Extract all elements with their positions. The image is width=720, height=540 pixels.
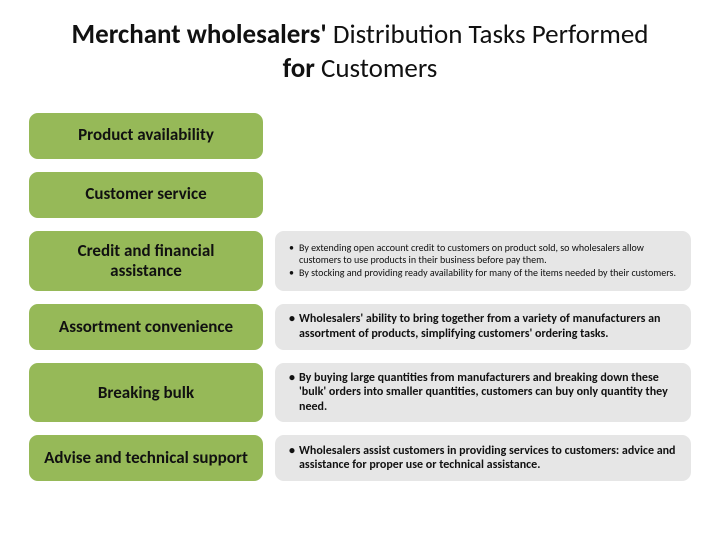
row-label: Assortment convenience (28, 303, 264, 351)
row-description (274, 171, 692, 219)
row-description (274, 112, 692, 160)
row-label: Advise and technical support (28, 434, 264, 482)
title-part1: Merchant wholesalers' (72, 18, 327, 51)
bullet-list: By extending open account credit to cust… (289, 242, 677, 279)
row: Product availability (28, 112, 692, 160)
bullet-item: By extending open account credit to cust… (289, 242, 677, 266)
bullet-item: Wholesalers' ability to bring together f… (289, 312, 677, 341)
bullet-item: Wholesalers assist customers in providin… (289, 444, 677, 473)
slide-title: Merchant wholesalers' Distribution Tasks… (28, 18, 692, 86)
row-description: By buying large quantities from manufact… (274, 362, 692, 424)
title-part2: Distribution Tasks Performed (327, 18, 649, 51)
row-description: Wholesalers assist customers in providin… (274, 434, 692, 482)
rows-container: Product availability Customer service Cred… (28, 112, 692, 483)
bullet-item: By stocking and providing ready availabi… (289, 267, 677, 279)
row-description: By extending open account credit to cust… (274, 230, 692, 292)
row: Assortment convenience Wholesalers' abili… (28, 303, 692, 351)
row: Advise and technical support Wholesalers … (28, 434, 692, 482)
row-label: Credit and financial assistance (28, 230, 264, 292)
bullet-item: By buying large quantities from manufact… (289, 371, 677, 415)
row-description: Wholesalers' ability to bring together f… (274, 303, 692, 351)
bullet-list: By buying large quantities from manufact… (289, 371, 677, 415)
bullet-list: Wholesalers' ability to bring together f… (289, 312, 677, 341)
row: Customer service (28, 171, 692, 219)
row-label: Breaking bulk (28, 362, 264, 424)
slide: Merchant wholesalers' Distribution Tasks… (0, 0, 720, 540)
row: Credit and financial assistance By extend… (28, 230, 692, 292)
row: Breaking bulk By buying large quantities … (28, 362, 692, 424)
bullet-list: Wholesalers assist customers in providin… (289, 444, 677, 473)
row-label: Customer service (28, 171, 264, 219)
title-part3: for (283, 52, 315, 85)
title-part4: Customers (315, 52, 437, 85)
row-label: Product availability (28, 112, 264, 160)
